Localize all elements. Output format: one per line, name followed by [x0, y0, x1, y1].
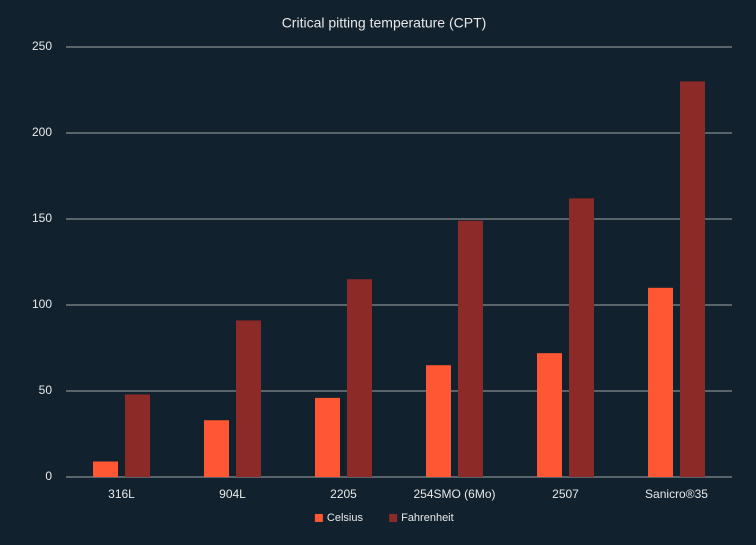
- x-tick-label: Sanicro®35: [645, 487, 708, 501]
- bar: [93, 461, 118, 477]
- y-tick-label: 50: [39, 383, 53, 397]
- bar: [569, 198, 594, 478]
- x-tick-label: 904L: [219, 487, 246, 501]
- bar: [236, 320, 261, 477]
- y-tick-label: 100: [32, 297, 52, 311]
- x-tick-label: 254SMO (6Mo): [413, 487, 495, 501]
- bar: [426, 365, 451, 477]
- bar: [537, 353, 562, 477]
- x-tick-label: 2507: [552, 487, 579, 501]
- bar: [680, 81, 705, 478]
- y-tick-label: 200: [32, 125, 52, 139]
- y-tick-label: 150: [32, 211, 52, 225]
- y-tick-label: 250: [32, 39, 52, 53]
- bar: [315, 397, 340, 477]
- x-tick-label: 2205: [330, 487, 357, 501]
- chart-title: Critical pitting temperature (CPT): [282, 15, 487, 31]
- bar: [648, 287, 673, 477]
- y-tick-label: 0: [45, 469, 52, 483]
- bar: [347, 279, 372, 477]
- legend-swatch: [389, 514, 398, 522]
- bar: [458, 220, 483, 477]
- legend-swatch: [314, 514, 323, 522]
- bar: [125, 394, 150, 477]
- legend-label: Celsius: [327, 512, 364, 524]
- x-tick-label: 316L: [108, 487, 135, 501]
- bar: [204, 420, 229, 477]
- legend-label: Fahrenheit: [401, 512, 454, 524]
